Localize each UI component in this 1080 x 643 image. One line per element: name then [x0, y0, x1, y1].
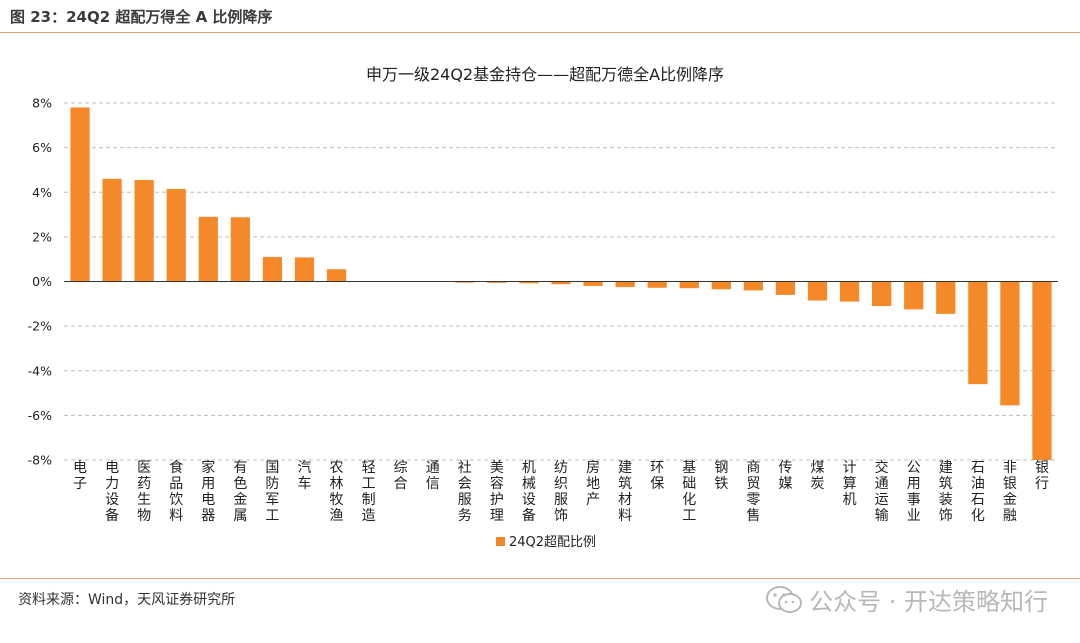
x-tick-label: 建筑材料: [618, 460, 632, 524]
x-tick-label: 轻工制造: [362, 460, 376, 524]
legend-swatch: [496, 537, 505, 546]
bar: [711, 281, 731, 290]
bar: [294, 257, 315, 282]
x-tick-label: 钢铁: [714, 460, 728, 492]
figure-caption: 图 23：24Q2 超配万得全 A 比例降序: [10, 8, 273, 26]
bottom-rule: [0, 578, 1080, 579]
bar: [743, 281, 764, 291]
x-tick-label: 建筑装饰: [939, 460, 953, 524]
x-axis: 电子 电力设备 医药生物 食品饮料 家用电器 有色金属 国防军工 汽车 农林牧渔 轻工制造 综合通信…: [64, 281, 1058, 524]
x-tick-label: 通信: [426, 460, 440, 492]
top-rule: [0, 32, 1080, 33]
bar: [519, 281, 539, 284]
x-tick-label: 银行: [1035, 460, 1049, 492]
source-note: 资料来源：Wind，天风证券研究所: [18, 592, 236, 608]
watermark: 公众号 · 开达策略知行: [765, 582, 1048, 617]
bar: [1032, 281, 1052, 460]
x-tick-label: 传媒: [778, 460, 792, 492]
x-tick-label: 有色金属: [233, 460, 247, 524]
bar-chart: 申万一级24Q2基金持仓——超配万德全A比例降序 8% 6% 4% 2% 0% -2% -4…: [28, 65, 1058, 550]
x-tick-label: 食品饮料: [169, 459, 183, 524]
bar: [262, 256, 283, 282]
chart-title: 申万一级24Q2基金持仓——超配万德全A比例降序: [366, 65, 724, 84]
x-tick-label: 电力设备: [105, 460, 119, 524]
bar: [968, 281, 988, 385]
bar: [615, 281, 635, 288]
bar: [70, 107, 90, 282]
x-tick-label: 国防军工: [265, 460, 279, 524]
legend: 24Q2超配比例: [496, 535, 596, 550]
y-tick-label: -8%: [28, 453, 52, 468]
bar: [647, 281, 667, 288]
bar: [1000, 281, 1020, 406]
y-tick-label: -4%: [28, 363, 52, 378]
y-tick-label: 2%: [32, 229, 52, 244]
watermark-text: 公众号 · 开达策略知行: [809, 588, 1048, 616]
y-axis: 8% 6% 4% 2% 0% -2% -4% -6% -8%: [28, 96, 52, 468]
gridlines: [64, 102, 1058, 461]
x-tick-label: 公用事业: [907, 460, 921, 524]
bar: [872, 281, 892, 307]
x-tick-label: 商贸零售: [746, 460, 760, 524]
x-tick-label: 农林牧渔: [330, 460, 344, 524]
y-tick-label: -2%: [28, 319, 52, 334]
legend-label: 24Q2超配比例: [509, 535, 596, 550]
bar: [679, 281, 699, 289]
bar: [839, 281, 860, 302]
bar: [936, 281, 956, 314]
x-tick-label: 煤炭: [811, 460, 825, 492]
x-tick-label: 美容护理: [490, 460, 504, 524]
x-tick-label: 计算机: [843, 460, 857, 508]
x-tick-label: 机械设备: [522, 460, 536, 524]
bar: [455, 281, 475, 283]
bar: [102, 178, 122, 282]
y-tick-label: 8%: [32, 96, 52, 111]
x-tick-label: 家用电器: [201, 459, 215, 524]
bar: [198, 216, 218, 282]
y-tick-label: 4%: [32, 185, 52, 200]
bar: [230, 217, 250, 282]
x-tick-label: 房地产: [586, 460, 600, 508]
x-tick-label: 石油石化: [971, 460, 985, 524]
x-tick-label: 社会服务: [458, 460, 472, 524]
bar: [551, 281, 571, 285]
bar: [134, 179, 154, 282]
x-tick-label: 综合: [394, 460, 408, 492]
x-tick-label: 电子: [73, 460, 87, 492]
x-tick-label: 环保: [650, 460, 664, 492]
bar: [904, 281, 924, 310]
x-tick-label: 基础化工: [682, 459, 696, 524]
bars: [70, 107, 1052, 460]
bar: [807, 281, 828, 301]
x-tick-label: 纺织服饰: [554, 460, 568, 524]
x-tick-label: 医药生物: [137, 460, 151, 524]
wechat-icon: [766, 585, 803, 613]
bar: [583, 281, 603, 286]
x-tick-label: 交通运输: [875, 459, 889, 524]
y-tick-label: -6%: [28, 408, 52, 423]
bar: [487, 281, 507, 283]
x-tick-label: 汽车: [297, 460, 311, 492]
y-tick-label: 0%: [32, 274, 52, 289]
bar: [326, 269, 347, 282]
x-tick-label: 非银金融: [1003, 460, 1017, 524]
y-tick-label: 6%: [32, 140, 52, 155]
bar: [775, 281, 796, 295]
bar: [166, 188, 186, 282]
